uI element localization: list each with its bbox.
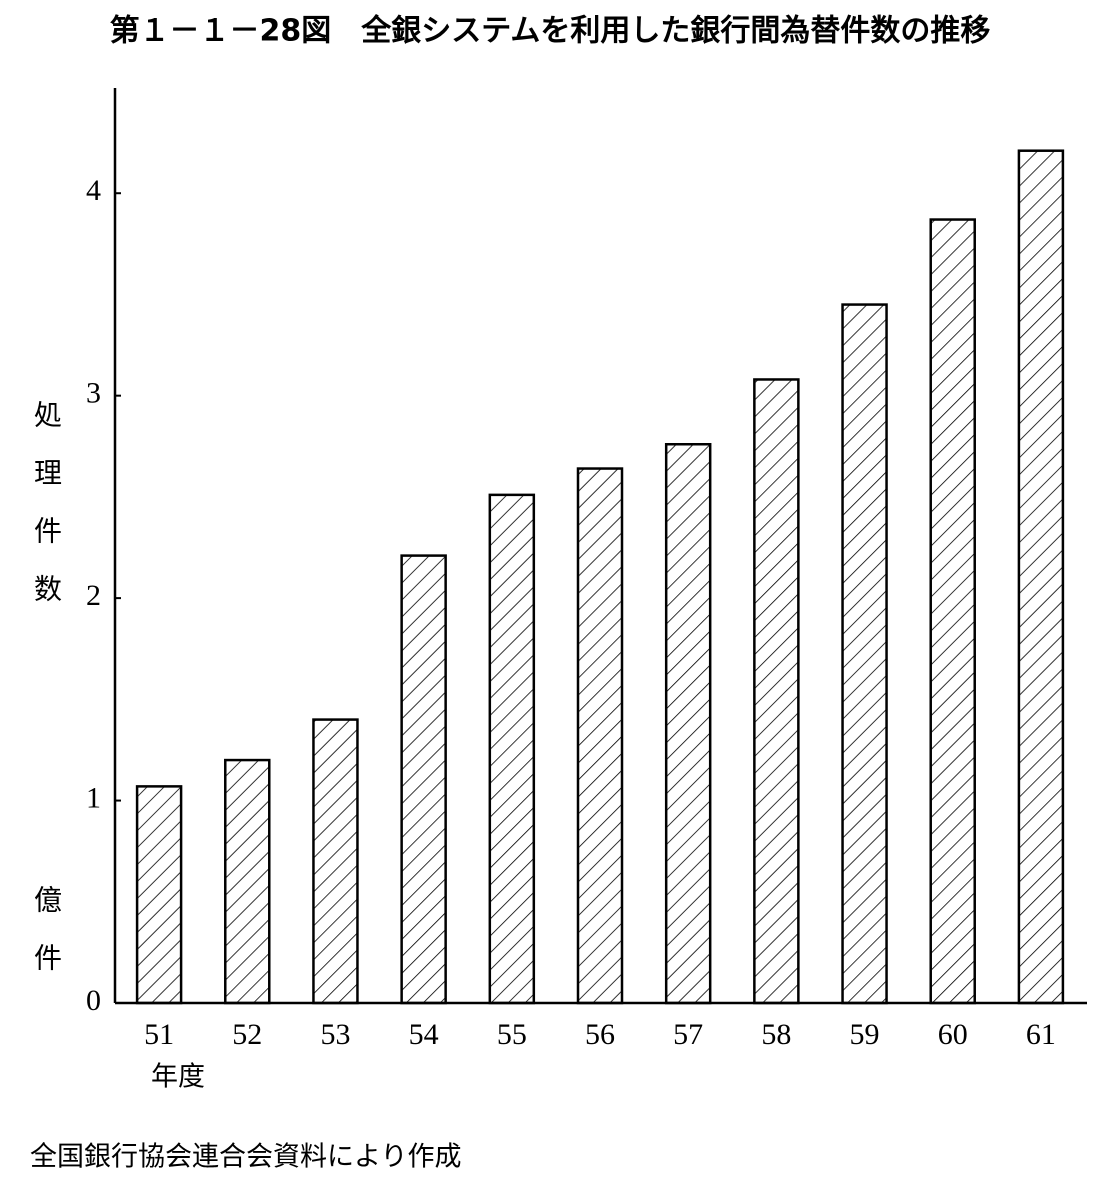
bar — [576, 467, 624, 1005]
x-tick-label: 57 — [673, 1018, 703, 1051]
y-tick-label: 2 — [86, 579, 101, 612]
x-tick-label: 58 — [761, 1018, 791, 1051]
x-tick-label: 55 — [497, 1018, 527, 1051]
x-tick-label: 59 — [850, 1018, 880, 1051]
bar — [929, 218, 976, 1005]
bar — [135, 785, 183, 1005]
bar — [224, 758, 271, 1005]
source-note: 全国銀行協会連合会資料により作成 — [30, 1142, 461, 1173]
bar — [664, 443, 712, 1005]
x-tick-label: 52 — [232, 1018, 262, 1051]
y-tick-label: 4 — [86, 174, 101, 207]
unit-label: 億件 — [30, 885, 63, 1001]
x-tick-label: 54 — [409, 1018, 439, 1051]
bar — [841, 303, 888, 1005]
y-axis-label: 処理件数 — [30, 400, 63, 632]
y-tick-label: 3 — [86, 377, 101, 410]
x-tick-label: 61 — [1026, 1018, 1056, 1051]
y-tick-label: 1 — [86, 781, 101, 814]
x-axis-label: 年度 — [151, 1062, 205, 1093]
x-tick-label: 51 — [144, 1018, 174, 1051]
chart-title: 第１－１－28図 全銀システムを利用した銀行間為替件数の推移 — [110, 14, 991, 49]
bar — [488, 493, 536, 1005]
x-tick-label: 60 — [938, 1018, 968, 1051]
bar — [753, 378, 800, 1005]
y-tick-label: 0 — [86, 984, 101, 1017]
bar — [400, 554, 447, 1005]
bar — [1017, 149, 1065, 1005]
x-tick-label: 53 — [320, 1018, 350, 1051]
bar — [312, 718, 359, 1005]
x-tick-label: 56 — [585, 1018, 615, 1051]
